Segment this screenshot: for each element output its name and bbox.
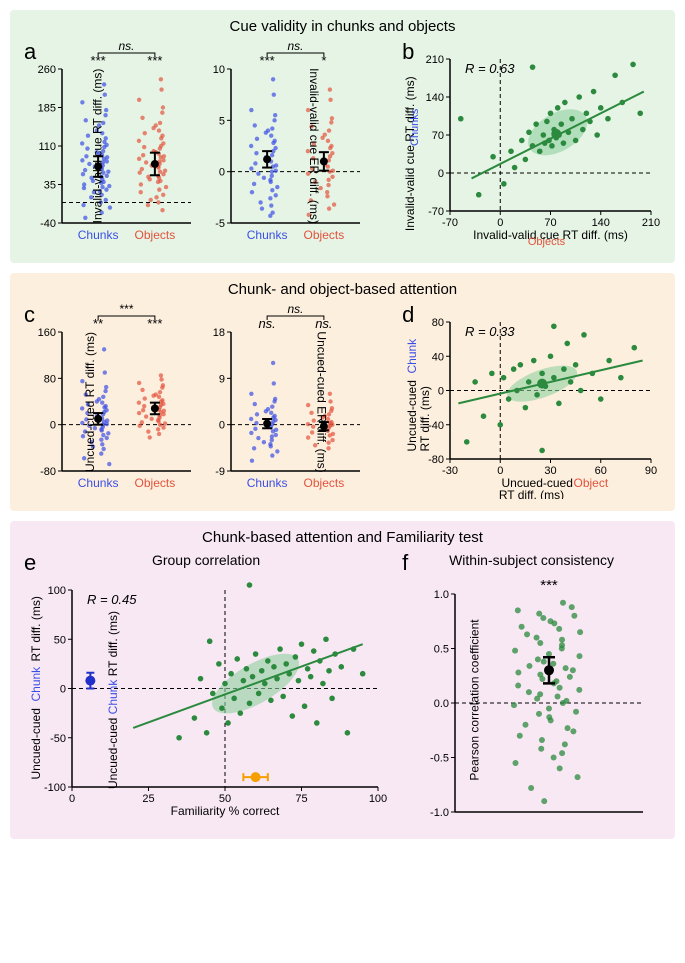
- svg-text:Chunks: Chunks: [78, 228, 119, 242]
- svg-text:40: 40: [432, 351, 444, 363]
- svg-text:Invalid-valid cue RT diff. (ms: Invalid-valid cue RT diff. (ms): [403, 76, 417, 231]
- svg-text:0: 0: [438, 386, 444, 398]
- svg-text:Chunk: Chunk: [405, 338, 419, 374]
- svg-text:75: 75: [295, 793, 307, 805]
- svg-text:***: ***: [119, 304, 133, 316]
- svg-text:Chunks: Chunks: [247, 228, 288, 242]
- svg-text:90: 90: [645, 465, 657, 477]
- svg-text:80: 80: [432, 317, 444, 329]
- ylabel-f: Pearson correlation coefficient: [468, 619, 482, 780]
- svg-text:Familiarity % correct: Familiarity % correct: [171, 804, 280, 818]
- ylabel-c-right: Uncued-cued ER diff. (ms): [314, 331, 328, 472]
- svg-text:Chunks: Chunks: [409, 108, 421, 146]
- panel-d: d -300306090-80-4004080R = 0.33Uncued-cu…: [400, 304, 663, 499]
- svg-text:160: 160: [38, 327, 56, 339]
- svg-text:-50: -50: [50, 733, 66, 745]
- svg-text:0: 0: [69, 793, 75, 805]
- svg-text:Chunks: Chunks: [78, 476, 119, 490]
- svg-text:25: 25: [142, 793, 154, 805]
- svg-text:210: 210: [426, 54, 444, 66]
- panel-a: a Invalid-valid cue RT diff. (ms) Invali…: [22, 41, 390, 251]
- svg-text:RT diff. (ms): RT diff. (ms): [499, 488, 564, 499]
- svg-text:RT diff. (ms): RT diff. (ms): [418, 386, 432, 451]
- svg-text:100: 100: [48, 585, 66, 597]
- svg-text:0: 0: [438, 168, 444, 180]
- svg-text:5: 5: [219, 115, 225, 127]
- chart-f: -1.0 -0.5 0.0 0.5 1.0 ***: [400, 572, 663, 827]
- svg-text:0.5: 0.5: [434, 644, 449, 656]
- svg-text:Objects: Objects: [304, 476, 345, 490]
- svg-text:260: 260: [38, 64, 56, 76]
- svg-text:0: 0: [60, 684, 66, 696]
- section-familiarity: Chunk-based attention and Familiarity te…: [10, 521, 675, 839]
- ylabel-e: Uncued-cued Chunk RT diff. (ms): [106, 610, 120, 788]
- svg-text:9: 9: [219, 373, 225, 385]
- svg-text:-100: -100: [44, 782, 66, 794]
- svg-text:-1.0: -1.0: [430, 807, 449, 819]
- chart-c: -80080160**Chunks***Objects***-90918ns.C…: [22, 304, 390, 499]
- svg-text:-0.5: -0.5: [430, 753, 449, 765]
- svg-text:RT diff. (ms): RT diff. (ms): [29, 596, 43, 661]
- subtitle-f: Within-subject consistency: [400, 552, 663, 568]
- svg-text:Objects: Objects: [135, 476, 176, 490]
- svg-text:-30: -30: [442, 465, 458, 477]
- svg-text:Objects: Objects: [528, 236, 566, 248]
- svg-text:Object: Object: [574, 476, 609, 490]
- ylabel-c-left: Uncued-cued RT diff. (ms): [83, 331, 97, 471]
- svg-text:10: 10: [213, 64, 225, 76]
- section-chunk-object: Chunk- and object-based attention c Uncu…: [10, 273, 675, 511]
- svg-text:Uncued-cued: Uncued-cued: [405, 380, 419, 451]
- svg-text:Objects: Objects: [135, 228, 176, 242]
- chart-d: -300306090-80-4004080R = 0.33Uncued-cued…: [400, 304, 663, 499]
- svg-text:210: 210: [642, 217, 660, 229]
- svg-text:R = 0.33: R = 0.33: [465, 324, 515, 339]
- svg-text:-70: -70: [442, 217, 458, 229]
- svg-text:***: ***: [540, 577, 558, 594]
- svg-text:0.0: 0.0: [434, 698, 449, 710]
- section-title: Chunk- and object-based attention: [22, 281, 663, 298]
- ylabel-a-left: Invalid-valid cue RT diff. (ms): [90, 69, 104, 224]
- svg-text:140: 140: [426, 92, 444, 104]
- svg-text:0: 0: [219, 167, 225, 179]
- svg-text:80: 80: [44, 373, 56, 385]
- svg-text:110: 110: [38, 141, 56, 153]
- svg-text:Objects: Objects: [304, 228, 345, 242]
- svg-text:R = 0.45: R = 0.45: [87, 592, 137, 607]
- svg-text:-5: -5: [215, 218, 225, 230]
- chart-b: -70070140210-70070140210R = 0.63Invalid-…: [400, 41, 663, 251]
- section-cue-validity: Cue validity in chunks and objects a Inv…: [10, 10, 675, 263]
- svg-text:Chunk: Chunk: [29, 666, 43, 702]
- svg-text:Chunks: Chunks: [247, 476, 288, 490]
- svg-text:R = 0.63: R = 0.63: [465, 61, 515, 76]
- svg-text:ns.: ns.: [287, 304, 303, 316]
- svg-text:18: 18: [213, 327, 225, 339]
- panel-c: c Uncued-cued RT diff. (ms) Uncued-cued …: [22, 304, 390, 499]
- panel-b: b -70070140210-70070140210R = 0.63Invali…: [400, 41, 663, 251]
- svg-text:70: 70: [432, 130, 444, 142]
- svg-text:-80: -80: [428, 454, 444, 466]
- section-title: Chunk-based attention and Familiarity te…: [22, 529, 663, 546]
- section-title: Cue validity in chunks and objects: [22, 18, 663, 35]
- svg-text:0: 0: [219, 420, 225, 432]
- subtitle-e: Group correlation: [22, 552, 390, 568]
- svg-text:Uncued-cued: Uncued-cued: [29, 708, 43, 779]
- ylabel-a-right: Invalid-valid cue ER diff. (ms): [307, 68, 321, 224]
- svg-text:1.0: 1.0: [434, 589, 449, 601]
- svg-text:185: 185: [38, 103, 56, 115]
- svg-text:35: 35: [44, 180, 56, 192]
- chart-e: 0255075100-100-50050100R = 0.45Familiari…: [22, 572, 390, 827]
- svg-text:-70: -70: [428, 206, 444, 218]
- svg-text:0: 0: [50, 420, 56, 432]
- svg-text:-9: -9: [215, 466, 225, 478]
- panel-e: e Group correlation Uncued-cued Chunk RT…: [22, 552, 390, 827]
- svg-text:-40: -40: [40, 218, 56, 230]
- svg-text:ns.: ns.: [118, 41, 134, 53]
- svg-text:ns.: ns.: [287, 41, 303, 53]
- panel-f: f Within-subject consistency Pearson cor…: [400, 552, 663, 827]
- svg-text:50: 50: [54, 634, 66, 646]
- svg-text:100: 100: [369, 793, 387, 805]
- svg-text:-80: -80: [40, 466, 56, 478]
- chart-a: -4035110185260***Chunks***Objectsns.-505…: [22, 41, 390, 251]
